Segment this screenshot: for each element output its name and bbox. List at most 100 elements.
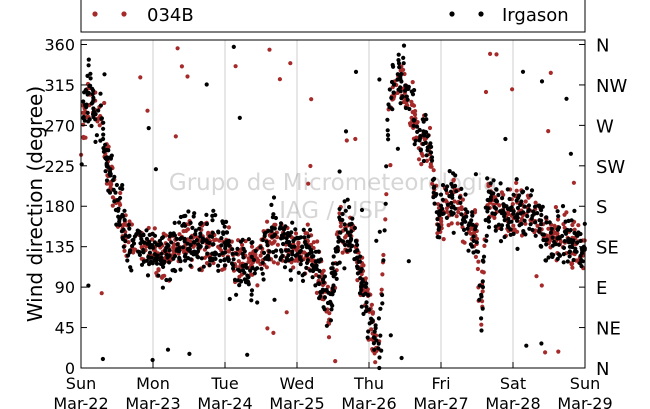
x-tick-label-date: Mar-29: [557, 394, 612, 409]
data-point: [456, 210, 461, 215]
data-point: [191, 240, 196, 245]
data-point: [186, 209, 191, 214]
data-point: [223, 246, 228, 251]
data-point: [521, 229, 526, 234]
data-point: [102, 72, 107, 77]
data-point: [514, 218, 520, 223]
legend-marker: [449, 11, 455, 17]
data-point: [104, 164, 110, 169]
data-point: [514, 180, 519, 185]
data-point: [99, 291, 104, 296]
data-point: [108, 167, 113, 172]
data-point: [198, 221, 203, 227]
data-point: [144, 228, 149, 233]
data-point: [405, 97, 410, 102]
data-point: [539, 79, 545, 84]
data-point: [479, 316, 484, 321]
data-point: [207, 234, 213, 239]
data-point: [500, 196, 505, 201]
data-point: [94, 133, 99, 138]
data-point: [265, 243, 270, 248]
data-point: [99, 116, 104, 121]
data-point: [238, 239, 243, 244]
data-point: [193, 232, 198, 237]
data-point: [383, 201, 388, 206]
data-point: [564, 210, 569, 215]
y-tick-label: 270: [44, 116, 75, 135]
data-point: [336, 239, 341, 244]
data-point: [499, 223, 505, 228]
data-point: [572, 227, 577, 232]
data-point: [508, 206, 513, 211]
data-point: [303, 231, 308, 236]
data-point: [271, 195, 277, 200]
data-point: [541, 237, 546, 243]
data-point: [119, 229, 124, 234]
data-point: [139, 262, 145, 267]
x-tick-label-date: Mar-26: [341, 394, 396, 409]
data-point: [532, 204, 538, 209]
data-point: [260, 237, 265, 243]
data-point: [498, 239, 504, 244]
data-point: [153, 256, 158, 261]
data-point: [350, 216, 355, 221]
data-point: [520, 69, 526, 74]
data-point: [248, 272, 254, 277]
data-point: [385, 128, 390, 133]
data-point: [216, 268, 221, 273]
x-tick-label-date: Mar-25: [269, 394, 324, 409]
data-point: [156, 273, 161, 278]
data-point: [424, 158, 429, 163]
data-point: [165, 242, 170, 247]
data-point: [211, 208, 216, 213]
data-point: [355, 255, 360, 260]
data-point: [449, 205, 454, 210]
data-point: [282, 265, 288, 270]
data-point: [275, 242, 280, 247]
data-point: [162, 259, 167, 264]
data-point: [111, 178, 116, 183]
data-point: [147, 255, 153, 260]
data-point: [290, 220, 295, 225]
data-point: [387, 105, 392, 110]
data-point: [480, 285, 485, 290]
data-point: [371, 341, 376, 346]
data-point: [480, 289, 485, 294]
data-point: [343, 129, 349, 134]
data-point: [101, 120, 106, 125]
legend-marker: [478, 11, 484, 17]
data-point: [119, 214, 124, 219]
data-point: [389, 79, 395, 85]
data-point: [576, 223, 581, 228]
data-point: [122, 248, 127, 253]
data-point: [479, 328, 484, 333]
data-point: [297, 250, 302, 255]
data-point: [440, 197, 445, 202]
data-point: [449, 200, 454, 206]
data-point: [544, 237, 550, 242]
data-point: [150, 237, 155, 242]
x-tick-label-day: Tue: [210, 374, 238, 393]
data-point: [200, 239, 205, 244]
data-point: [213, 213, 218, 218]
data-point: [338, 217, 343, 222]
data-point: [463, 192, 468, 197]
data-point: [526, 203, 532, 208]
data-point: [523, 199, 528, 204]
data-point: [327, 311, 332, 316]
data-point: [369, 327, 374, 332]
data-point: [411, 117, 416, 123]
data-point: [150, 357, 155, 363]
data-point: [531, 209, 536, 214]
data-point: [343, 227, 348, 232]
data-point: [352, 225, 357, 231]
data-point: [355, 266, 360, 271]
data-point: [511, 211, 516, 216]
data-point: [494, 52, 499, 57]
right-tick-label: SE: [596, 238, 619, 259]
data-point: [325, 300, 331, 306]
data-point: [161, 264, 166, 269]
data-point: [310, 275, 315, 280]
data-point: [560, 233, 565, 239]
data-point: [476, 249, 481, 254]
